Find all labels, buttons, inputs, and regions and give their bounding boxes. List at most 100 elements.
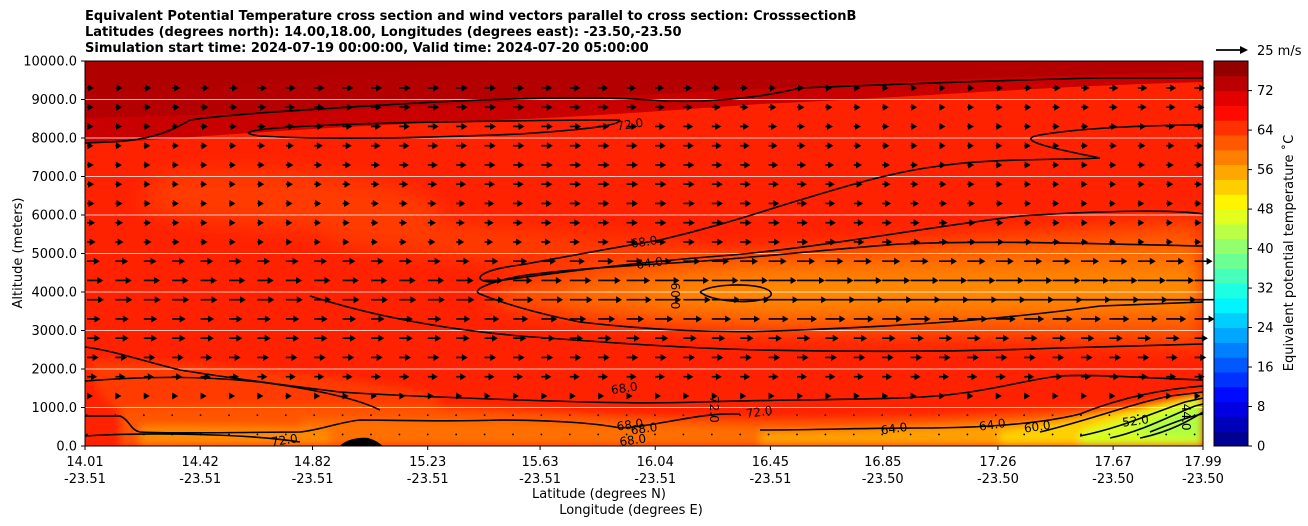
wind-vector-head [87,142,94,150]
wind-vector-head [545,219,552,227]
colorbar-band [1214,75,1248,92]
wind-vector [710,414,713,417]
wind-vector-head [801,199,808,207]
wind-vector-head [463,257,470,265]
wind-vector [171,414,174,417]
wind-vector-head [996,161,1003,169]
wind-vector-head [829,373,836,381]
wind-vector [313,433,316,436]
wind-vector-head [857,219,864,227]
wind-vector-head [997,238,1004,246]
wind-vector-head [770,103,777,111]
wind-vector-head [569,392,576,400]
wind-vector [370,433,372,436]
wind-vector-head [1025,103,1032,111]
wind-vector-head [1197,142,1204,150]
contour-label: 64.0 [978,416,1006,434]
wind-vector-head [1025,84,1032,92]
wind-vector-head [856,180,863,188]
wind-vector [796,433,798,436]
wind-vector-head [468,296,475,304]
wind-vector [426,414,429,417]
wind-vector-head [688,238,695,246]
colorbar-band [1214,297,1248,314]
y-axis: 0.0 1000.0 2000.0 3000.0 4000.0 5000.0 6000.0 7… [23,55,85,455]
colorbar-band [1214,401,1248,417]
wind-vector-head [632,199,639,207]
wind-vector-head [974,334,981,342]
x-tick-label-lon: -23.50 [1092,472,1134,487]
contour-label: 68.0 [619,431,647,449]
wind-vector-head [467,276,474,284]
wind-vector-head [968,199,975,207]
wind-vector [909,433,912,436]
wind-vector-head [208,315,215,323]
wind-vector-head [406,257,413,265]
wind-vector-head [1066,315,1073,323]
wind-vector [512,433,514,436]
wind-vector-head [1053,180,1060,188]
wind-vector-head [435,334,442,342]
wind-vector-head [1197,122,1204,130]
wind-vector-head [586,296,593,304]
wind-vector [256,433,259,436]
wind-vector-head [376,353,383,361]
colorbar-band [1214,135,1248,151]
wind-vector-head [349,334,356,342]
wind-vector-head [742,103,749,111]
wind-vector-head [792,296,799,304]
wind-vectors [86,84,1225,436]
wind-vector-head [286,180,293,188]
wind-vector [1108,414,1111,417]
wind-vector-head [144,142,151,150]
wind-vector-head [1110,142,1117,150]
wind-vector-head [144,199,151,207]
wind-vector [938,414,940,417]
x-tick-label-lon: -23.51 [519,472,561,487]
wind-vector-head [859,353,866,361]
wind-vector-head [461,122,468,130]
wind-vector-head [461,353,468,361]
wind-vector-head [780,257,787,265]
wind-vector-head [346,103,353,111]
wind-vector-head [232,84,239,92]
wind-vector-head [658,84,665,92]
wind-vector-head [409,276,416,284]
colorbar-band [1214,268,1248,284]
wind-vector-head [296,296,303,304]
wind-vector-head [1059,334,1066,342]
wind-vector-head [201,142,208,150]
wind-vector-head [458,219,465,227]
wind-vector-head [875,276,882,284]
wind-vector-head [603,353,610,361]
wind-vector-head [1056,373,1063,381]
wind-vector-head [87,122,94,130]
wind-vector-head [645,296,652,304]
quiver-key-arrowhead [1240,46,1248,54]
chart-title-line-3: Simulation start time: 2024-07-19 00:00:… [85,41,649,56]
wind-vector-head [616,296,623,304]
wind-vector-head [546,161,553,169]
wind-vector [341,433,344,436]
wind-vector-head [200,392,207,400]
wind-vector-head [1140,122,1147,130]
colorbar-tick-label: 64 [1257,124,1274,139]
contour-labels: 72.068.064.060.068.072.0 72.068.068.068.0… [270,116,1193,449]
wind-vector-head [87,392,93,400]
wind-vector-head [772,180,779,188]
wind-vector-head [865,257,872,265]
wind-vector-head [401,199,408,207]
contour-line-44-low [1149,413,1203,433]
wind-vector-head [790,276,797,284]
wind-vector-head [811,315,817,323]
wind-vector-head [741,84,748,92]
wind-vector [455,414,458,417]
wind-vector-head [716,161,723,169]
wind-vector [1165,433,1168,436]
wind-vector-head [675,296,682,304]
wind-vector [568,414,571,417]
wind-vector [966,433,969,436]
x-tick-label-lat: 17.26 [979,455,1016,470]
wind-vector-head [630,84,637,92]
wind-vector-head [518,103,525,111]
